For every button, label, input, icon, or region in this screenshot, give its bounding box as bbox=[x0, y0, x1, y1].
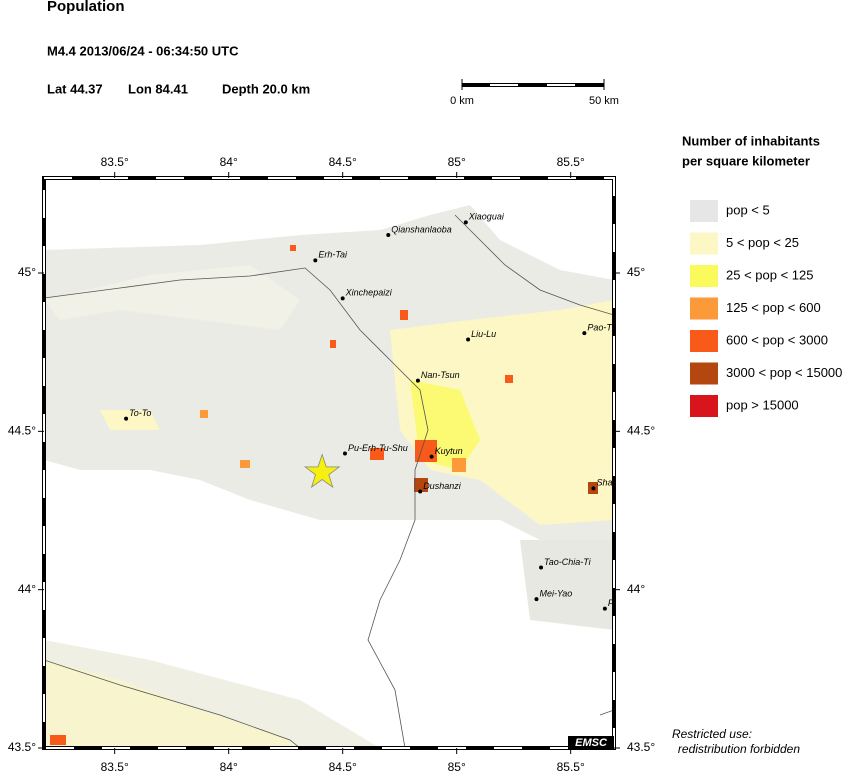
x-tick-label: 84° bbox=[220, 155, 238, 169]
x-tick-label: 85.5° bbox=[557, 760, 585, 772]
legend-swatch bbox=[690, 265, 718, 287]
city-dot bbox=[386, 233, 391, 237]
city-label: Nan-Tsun bbox=[421, 370, 460, 380]
y-tick-label: 44° bbox=[18, 582, 36, 596]
city-dot bbox=[342, 451, 347, 456]
x-tick-label: 85° bbox=[448, 760, 466, 772]
city-dot bbox=[582, 331, 587, 336]
map-frame-pattern bbox=[43, 177, 615, 749]
legend-label: 125 < pop < 600 bbox=[726, 300, 821, 315]
legend-label: 5 < pop < 25 bbox=[726, 235, 799, 250]
legend-swatch bbox=[690, 200, 718, 222]
legend-label: pop < 5 bbox=[726, 202, 770, 217]
x-tick-label: 84.5° bbox=[329, 155, 357, 169]
city-label: Pao-T bbox=[587, 323, 613, 333]
city-label: F bbox=[608, 598, 614, 608]
city-dot bbox=[463, 220, 468, 225]
y-tick-label: 44.5° bbox=[8, 424, 36, 438]
logo: EMSC bbox=[575, 737, 608, 749]
legend-swatch bbox=[690, 395, 718, 417]
city-label: Pu-Erh-Tu-Shu bbox=[348, 443, 408, 453]
epicenter bbox=[303, 453, 341, 489]
city-dot bbox=[429, 454, 434, 459]
scale-bar bbox=[461, 79, 605, 90]
y-tick-label: 44° bbox=[627, 582, 645, 596]
legend-label: 3000 < pop < 15000 bbox=[726, 365, 842, 380]
y-tick-label: 43.5° bbox=[8, 740, 36, 754]
city-dot bbox=[124, 416, 129, 421]
scale-start: 0 km bbox=[450, 95, 474, 107]
city-dot bbox=[591, 486, 596, 491]
y-tick-label: 45° bbox=[627, 265, 645, 279]
legend-title: per square kilometer bbox=[682, 153, 810, 168]
event: M4.4 2013/06/24 - 06:34:50 UTC bbox=[47, 43, 239, 58]
city-dot bbox=[466, 337, 471, 342]
population-layer bbox=[44, 205, 614, 748]
city-label: To-To bbox=[129, 408, 151, 418]
legend-swatch bbox=[690, 362, 718, 385]
lat: Lat 44.37 bbox=[47, 81, 103, 96]
city-label: Kuytun bbox=[435, 446, 463, 456]
legend-label: pop > 15000 bbox=[726, 397, 799, 412]
city-label: Qianshanlaoba bbox=[391, 224, 452, 234]
city-label: Sha bbox=[596, 478, 612, 488]
city-label: Xinchepaizi bbox=[345, 288, 393, 298]
city-label: Erh-Tai bbox=[318, 250, 348, 260]
city-label: Liu-Lu bbox=[471, 329, 496, 339]
scale-end: 50 km bbox=[589, 95, 619, 107]
x-tick-label: 85° bbox=[448, 155, 466, 169]
rivers bbox=[44, 214, 614, 748]
city-dot bbox=[415, 378, 420, 383]
city-label: Xiaoguai bbox=[468, 212, 505, 222]
x-tick-label: 84.5° bbox=[329, 760, 357, 772]
logo-box bbox=[568, 736, 614, 750]
title: Population bbox=[47, 0, 125, 15]
y-tick-label: 43.5° bbox=[627, 740, 655, 754]
legend-label: 600 < pop < 3000 bbox=[726, 332, 828, 347]
x-tick-label: 83.5° bbox=[101, 760, 129, 772]
city-label: Dushanzi bbox=[423, 481, 462, 491]
y-tick-label: 44.5° bbox=[627, 424, 655, 438]
legend-title: Number of inhabitants bbox=[682, 133, 820, 148]
city-label: Tao-Chia-Ti bbox=[544, 557, 592, 567]
legend-swatch bbox=[690, 297, 718, 320]
city-dot bbox=[602, 606, 607, 611]
lon: Lon 84.41 bbox=[128, 81, 188, 96]
city-dot bbox=[313, 258, 318, 263]
y-tick-label: 45° bbox=[18, 265, 36, 279]
x-tick-label: 84° bbox=[220, 760, 238, 772]
legend-swatch bbox=[690, 232, 718, 255]
city-label: Mei-Yao bbox=[539, 589, 572, 599]
legend-swatch bbox=[690, 330, 718, 352]
x-tick-label: 83.5° bbox=[101, 155, 129, 169]
depth: Depth 20.0 km bbox=[222, 81, 310, 96]
legend-label: 25 < pop < 125 bbox=[726, 267, 813, 282]
notice: Restricted use: bbox=[672, 727, 752, 741]
city-dot bbox=[340, 296, 345, 301]
notice: redistribution forbidden bbox=[678, 742, 800, 756]
city-dot bbox=[534, 597, 539, 602]
city-dot bbox=[418, 489, 423, 494]
x-tick-label: 85.5° bbox=[557, 155, 585, 169]
city-dot bbox=[539, 565, 544, 570]
